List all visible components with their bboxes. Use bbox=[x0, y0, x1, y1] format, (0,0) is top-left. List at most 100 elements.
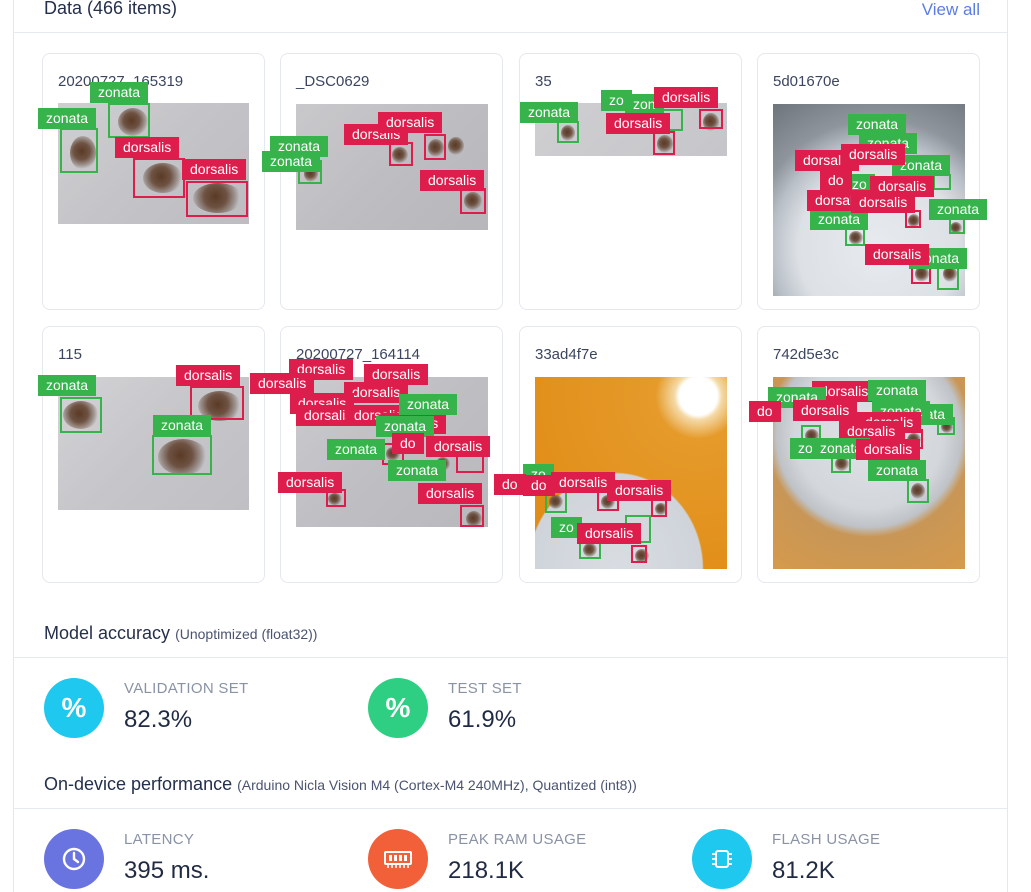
metric-label: FLASH USAGE bbox=[772, 831, 881, 848]
label-tag: dorsalis bbox=[176, 365, 241, 386]
sample-name: 20200727_164114 bbox=[296, 346, 421, 363]
sample-card[interactable]: 115 zonata dorsalis zonata bbox=[38, 326, 265, 583]
metric-value: 81.2K bbox=[772, 857, 835, 884]
metric-label: VALIDATION SET bbox=[124, 680, 249, 697]
label-tag: dorsalis bbox=[551, 472, 616, 493]
divider bbox=[14, 808, 1008, 809]
label-tag: zonata bbox=[327, 439, 386, 460]
label-tag: zonata bbox=[399, 394, 458, 415]
label-tag: zonata bbox=[262, 151, 321, 172]
label-tag: zonata bbox=[848, 114, 907, 135]
ram-metric: PEAK RAM USAGE 218.1K bbox=[368, 829, 668, 892]
accuracy-title: Model accuracy bbox=[44, 623, 171, 643]
label-tag: dorsalis bbox=[839, 421, 904, 442]
sample-thumbnail: zonata zonata zonata zonata zo zonata zo… bbox=[773, 104, 988, 296]
label-tag: dorsalis bbox=[296, 405, 361, 426]
percent-icon: % bbox=[368, 678, 428, 738]
accuracy-section-title: Model accuracy (Unoptimized (float32)) bbox=[44, 623, 317, 644]
metric-label: PEAK RAM USAGE bbox=[448, 831, 587, 848]
label-tag: do bbox=[820, 170, 852, 191]
label-tag: dorsalis bbox=[426, 436, 491, 457]
sample-thumbnail: dorsalis zonata zonata zonata zonata do … bbox=[749, 377, 965, 569]
sample-thumbnail: zo do do dorsalis dorsalis zo dorsalis bbox=[494, 377, 727, 569]
sample-thumbnail: zonata zonata dorsalis dorsalis bbox=[38, 82, 249, 224]
label-tag: dorsalis bbox=[577, 523, 642, 544]
sample-card[interactable]: 5d01670e zonata zonata zonata zonata zo … bbox=[757, 53, 988, 310]
label-tag: zo bbox=[601, 90, 632, 111]
sample-name: 115 bbox=[58, 346, 82, 363]
label-tag: zonata bbox=[812, 438, 871, 459]
validation-metric: % VALIDATION SET 82.3% bbox=[44, 678, 344, 742]
label-tag: dorsalis bbox=[344, 382, 409, 403]
sample-card[interactable]: 20200727_164114 dorsalis dorsalis dorsal… bbox=[250, 326, 503, 583]
sample-card[interactable]: 20200727_165319 zonata zonata dorsalis d… bbox=[38, 53, 265, 310]
label-tag: zonata bbox=[38, 375, 97, 396]
flash-metric: FLASH USAGE 81.2K bbox=[692, 829, 992, 892]
performance-section-title: On-device performance (Arduino Nicla Vis… bbox=[44, 774, 637, 795]
divider bbox=[14, 32, 1008, 33]
label-tag: do bbox=[749, 401, 781, 422]
metric-label: LATENCY bbox=[124, 831, 195, 848]
label-tag: zonata bbox=[153, 415, 212, 436]
label-tag: zonata bbox=[929, 199, 988, 220]
divider bbox=[14, 657, 1008, 658]
label-tag: do bbox=[392, 433, 424, 454]
percent-icon: % bbox=[44, 678, 104, 738]
label-tag: dorsalis bbox=[420, 170, 485, 191]
metric-value: 82.3% bbox=[124, 706, 193, 733]
sample-card[interactable]: _DSC0629 zonata zonata dorsalis dorsalis… bbox=[262, 53, 503, 310]
label-tag: zonata bbox=[520, 102, 579, 123]
label-tag: zonata bbox=[810, 209, 869, 230]
sample-name: 5d01670e bbox=[773, 73, 840, 90]
label-tag: dorsalis bbox=[606, 113, 671, 134]
sample-card[interactable]: 33ad4f7e zo do do dorsalis dorsalis zo d… bbox=[494, 326, 742, 583]
label-tag: dorsalis bbox=[841, 144, 906, 165]
sample-name: 33ad4f7e bbox=[535, 346, 598, 363]
label-tag: dorsalis bbox=[856, 439, 921, 460]
clock-icon bbox=[44, 829, 104, 889]
accuracy-subtitle: (Unoptimized (float32)) bbox=[175, 626, 318, 642]
sample-thumbnail: dorsalis dorsalis dorsalis dorsalis dors… bbox=[250, 359, 491, 527]
label-tag: zonata bbox=[892, 155, 951, 176]
label-tag: dorsalis bbox=[278, 472, 343, 493]
label-tag: zonata bbox=[90, 82, 149, 103]
label-tag: zonata bbox=[38, 108, 97, 129]
label-tag: zon bbox=[625, 94, 664, 115]
sample-thumbnail: zonata zonata dorsalis dorsalis dorsalis bbox=[262, 104, 488, 230]
sample-thumbnail: zonata zo zon dorsalis dorsalis bbox=[520, 87, 727, 156]
label-tag: zonata bbox=[376, 416, 435, 437]
label-tag: dorsalis bbox=[182, 159, 247, 180]
performance-title: On-device performance bbox=[44, 774, 233, 794]
label-tag: zo bbox=[844, 174, 875, 195]
label-tag: dorsalis bbox=[865, 244, 930, 265]
sample-card[interactable]: 35 zonata zo zon dorsalis dorsalis bbox=[519, 53, 742, 310]
label-tag: dorsalis bbox=[654, 87, 719, 108]
chip-icon bbox=[692, 829, 752, 889]
view-all-link[interactable]: View all bbox=[921, 0, 980, 19]
label-tag: dorsalis bbox=[793, 400, 858, 421]
performance-subtitle: (Arduino Nicla Vision M4 (Cortex-M4 240M… bbox=[237, 777, 637, 793]
sample-card[interactable]: 742d5e3c dorsalis zonata zonata zonata z… bbox=[749, 326, 980, 583]
label-tag: zonata bbox=[868, 380, 927, 401]
latency-metric: LATENCY 395 ms. bbox=[44, 829, 344, 892]
test-metric: % TEST SET 61.9% bbox=[368, 678, 668, 742]
sample-name: 35 bbox=[535, 73, 552, 90]
label-tag: zonata bbox=[868, 460, 927, 481]
label-tag: do bbox=[523, 475, 555, 496]
label-tag: dorsalis bbox=[851, 192, 916, 213]
sample-name: 742d5e3c bbox=[773, 346, 839, 363]
data-section-title: Data (466 items) bbox=[44, 0, 178, 18]
label-tag: dorsalis bbox=[418, 483, 483, 504]
label-tag: dorsalis bbox=[115, 137, 180, 158]
metric-value: 61.9% bbox=[448, 706, 517, 733]
label-tag: dorsalis bbox=[870, 176, 935, 197]
sample-name: _DSC0629 bbox=[296, 73, 370, 90]
label-tag: dorsalis bbox=[250, 373, 315, 394]
label-tag: dorsalis bbox=[378, 112, 443, 133]
metric-label: TEST SET bbox=[448, 680, 522, 697]
metric-value: 395 ms. bbox=[124, 857, 210, 884]
label-tag: zo bbox=[551, 517, 582, 538]
label-tag: do bbox=[494, 474, 526, 495]
memory-icon bbox=[368, 829, 428, 889]
label-tag: dorsalis bbox=[812, 381, 877, 402]
